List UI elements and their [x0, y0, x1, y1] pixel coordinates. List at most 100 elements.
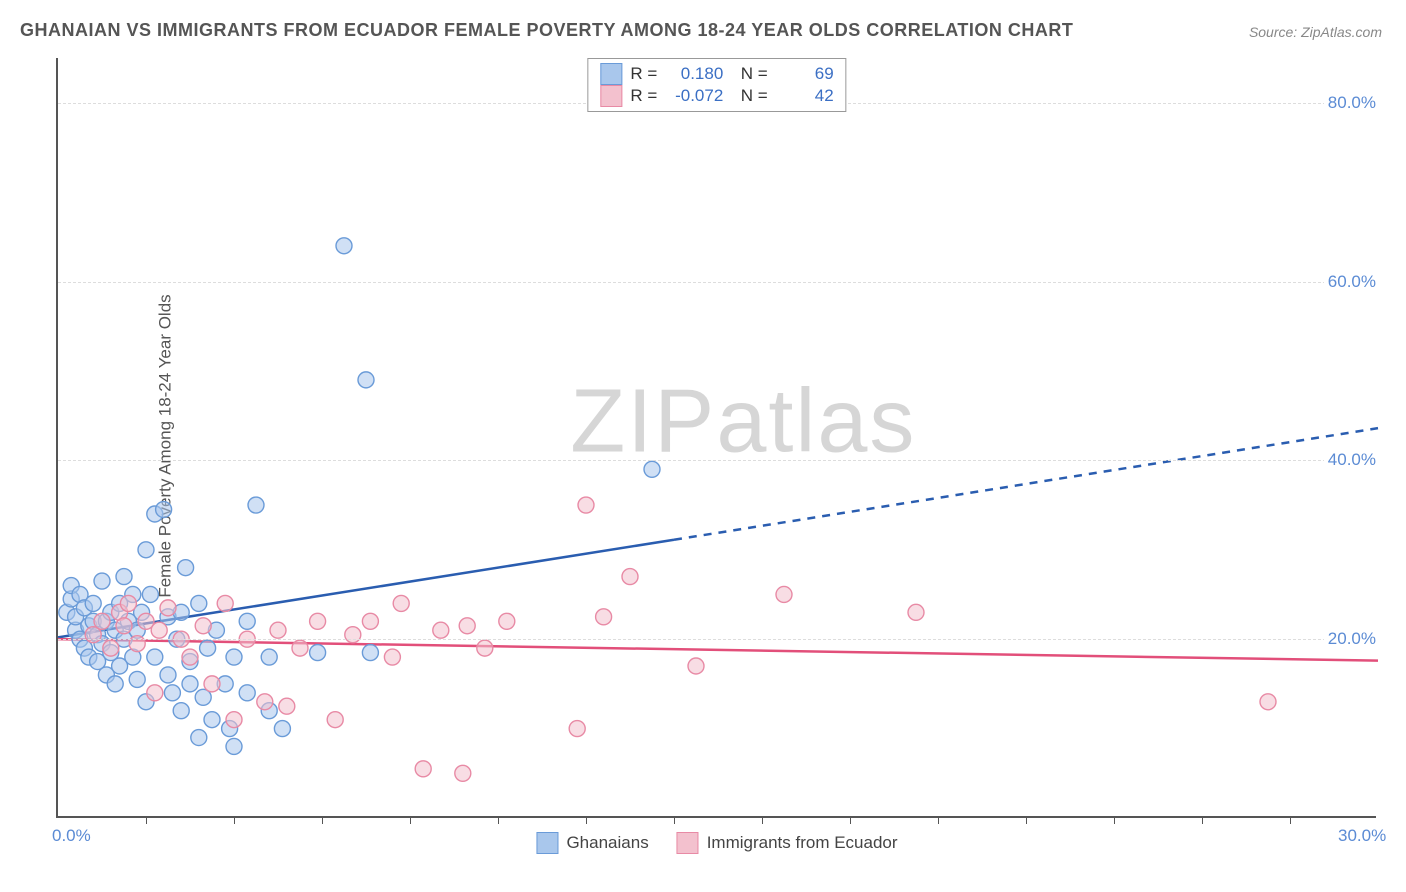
scatter-point	[279, 698, 295, 714]
scatter-point	[195, 618, 211, 634]
scatter-point	[459, 618, 475, 634]
gridline	[58, 639, 1376, 640]
scatter-point	[178, 560, 194, 576]
legend-swatch-1	[536, 832, 558, 854]
n-label: N =	[731, 64, 767, 84]
scatter-point	[191, 730, 207, 746]
y-tick-label: 80.0%	[1324, 93, 1380, 113]
scatter-point	[147, 685, 163, 701]
scatter-point	[120, 595, 136, 611]
chart-container: GHANAIAN VS IMMIGRANTS FROM ECUADOR FEMA…	[0, 0, 1406, 892]
scatter-point	[578, 497, 594, 513]
scatter-point	[596, 609, 612, 625]
plot-svg	[58, 58, 1376, 816]
scatter-point	[362, 645, 378, 661]
scatter-point	[261, 649, 277, 665]
scatter-point	[248, 497, 264, 513]
scatter-point	[204, 712, 220, 728]
scatter-point	[129, 671, 145, 687]
legend-label-2: Immigrants from Ecuador	[707, 833, 898, 853]
scatter-point	[160, 600, 176, 616]
scatter-point	[116, 618, 132, 634]
scatter-point	[156, 502, 172, 518]
scatter-point	[776, 586, 792, 602]
scatter-point	[622, 569, 638, 585]
scatter-point	[393, 595, 409, 611]
n-label: N =	[731, 86, 767, 106]
scatter-point	[129, 636, 145, 652]
scatter-point	[345, 627, 361, 643]
scatter-point	[226, 738, 242, 754]
scatter-point	[362, 613, 378, 629]
x-minor-tick	[850, 816, 851, 824]
x-minor-tick	[498, 816, 499, 824]
scatter-point	[239, 685, 255, 701]
x-minor-tick	[938, 816, 939, 824]
correlation-row-1: R = 0.180 N = 69	[600, 63, 833, 85]
scatter-point	[384, 649, 400, 665]
scatter-point	[204, 676, 220, 692]
scatter-point	[477, 640, 493, 656]
scatter-point	[274, 721, 290, 737]
scatter-point	[103, 640, 119, 656]
scatter-point	[239, 613, 255, 629]
source-label: Source: ZipAtlas.com	[1249, 24, 1382, 40]
series-legend: Ghanaians Immigrants from Ecuador	[536, 832, 897, 854]
scatter-point	[173, 703, 189, 719]
scatter-point	[226, 712, 242, 728]
x-minor-tick	[146, 816, 147, 824]
plot-area: ZIPatlas R = 0.180 N = 69 R = -0.072 N =…	[56, 58, 1376, 818]
x-minor-tick	[674, 816, 675, 824]
x-minor-tick	[1026, 816, 1027, 824]
legend-item-1: Ghanaians	[536, 832, 648, 854]
scatter-point	[908, 604, 924, 620]
scatter-point	[644, 461, 660, 477]
n-value-2: 42	[776, 86, 834, 106]
scatter-point	[94, 573, 110, 589]
legend-swatch-2	[677, 832, 699, 854]
x-tick-label: 0.0%	[52, 826, 91, 846]
scatter-point	[327, 712, 343, 728]
scatter-point	[455, 765, 471, 781]
x-minor-tick	[410, 816, 411, 824]
scatter-point	[415, 761, 431, 777]
scatter-point	[433, 622, 449, 638]
scatter-point	[164, 685, 180, 701]
scatter-point	[310, 645, 326, 661]
chart-title: GHANAIAN VS IMMIGRANTS FROM ECUADOR FEMA…	[20, 20, 1073, 41]
scatter-point	[336, 238, 352, 254]
y-tick-label: 40.0%	[1324, 450, 1380, 470]
scatter-point	[107, 676, 123, 692]
r-value-2: -0.072	[665, 86, 723, 106]
legend-label-1: Ghanaians	[566, 833, 648, 853]
correlation-legend: R = 0.180 N = 69 R = -0.072 N = 42	[587, 58, 846, 112]
legend-item-2: Immigrants from Ecuador	[677, 832, 898, 854]
scatter-point	[569, 721, 585, 737]
r-value-1: 0.180	[665, 64, 723, 84]
y-tick-label: 20.0%	[1324, 629, 1380, 649]
r-label: R =	[630, 86, 657, 106]
r-label: R =	[630, 64, 657, 84]
y-tick-label: 60.0%	[1324, 272, 1380, 292]
scatter-point	[191, 595, 207, 611]
scatter-point	[151, 622, 167, 638]
scatter-point	[94, 613, 110, 629]
x-minor-tick	[1202, 816, 1203, 824]
x-minor-tick	[322, 816, 323, 824]
correlation-row-2: R = -0.072 N = 42	[600, 85, 833, 107]
x-minor-tick	[1290, 816, 1291, 824]
swatch-series-1	[600, 63, 622, 85]
scatter-point	[147, 649, 163, 665]
scatter-point	[182, 649, 198, 665]
x-minor-tick	[1114, 816, 1115, 824]
scatter-point	[217, 595, 233, 611]
swatch-series-2	[600, 85, 622, 107]
x-minor-tick	[586, 816, 587, 824]
scatter-point	[116, 569, 132, 585]
scatter-point	[310, 613, 326, 629]
scatter-point	[138, 542, 154, 558]
gridline	[58, 282, 1376, 283]
scatter-point	[85, 595, 101, 611]
x-tick-label: 30.0%	[1338, 826, 1386, 846]
scatter-point	[257, 694, 273, 710]
